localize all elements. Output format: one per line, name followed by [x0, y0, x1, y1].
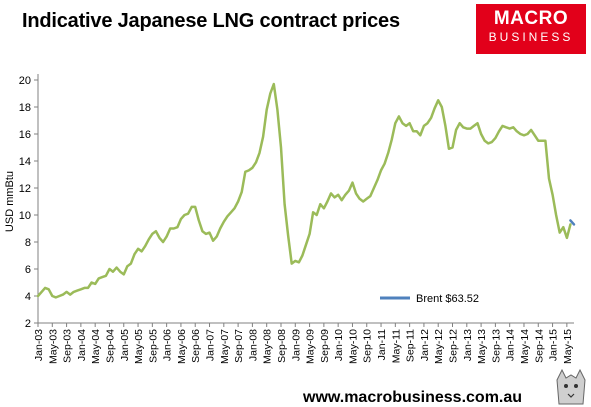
x-tick-label: Sep-07 — [233, 329, 245, 363]
y-axis-label: USD mmBtu — [4, 171, 16, 232]
x-tick-label: Sep-10 — [362, 329, 374, 363]
y-tick-label: 10 — [19, 210, 31, 222]
x-tick-label: Sep-06 — [190, 329, 202, 363]
x-tick-label: May-03 — [47, 329, 59, 364]
brent-line — [569, 219, 576, 226]
y-tick-label: 18 — [19, 102, 31, 114]
x-tick-label: Jan-10 — [333, 329, 345, 361]
x-tick-label: Sep-04 — [104, 329, 116, 363]
y-tick-label: 12 — [19, 183, 31, 195]
lng-price-line — [36, 82, 572, 299]
legend-label-brent: Brent $63.52 — [416, 293, 479, 305]
x-tick-label: Jan-12 — [419, 329, 431, 361]
x-tick-label: Jan-04 — [76, 329, 88, 361]
x-tick-label: May-12 — [433, 329, 445, 364]
x-tick-label: Sep-11 — [405, 329, 417, 362]
y-tick-label: 6 — [25, 264, 31, 276]
x-tick-label: Jan-09 — [290, 329, 302, 361]
x-tick-label: Jan-08 — [247, 329, 259, 361]
macrobusiness-logo: MACRO BUSINESS — [476, 4, 586, 54]
x-tick-label: Sep-08 — [276, 329, 288, 363]
website-url[interactable]: www.macrobusiness.com.au — [303, 389, 523, 406]
y-tick-label: 8 — [25, 237, 31, 249]
chart-title: Indicative Japanese LNG contract prices — [22, 10, 400, 32]
x-tick-label: Jan-06 — [162, 329, 174, 361]
logo-sub-text: BUSINESS — [488, 30, 574, 44]
x-tick-label: May-05 — [133, 329, 145, 364]
y-tick-label: 20 — [19, 75, 31, 87]
x-tick-label: May-04 — [90, 329, 102, 364]
x-tick-label: May-15 — [562, 329, 574, 364]
y-tick-label: 16 — [19, 129, 31, 141]
x-tick-label: Jan-13 — [462, 329, 474, 361]
x-tick-label: Sep-12 — [448, 329, 460, 363]
x-tick-label: May-10 — [347, 329, 359, 364]
x-tick-label: May-11 — [390, 329, 402, 363]
x-tick-label: Sep-14 — [533, 329, 545, 363]
x-tick-label: Jan-15 — [548, 329, 560, 361]
y-tick-label: 4 — [25, 291, 31, 303]
y-tick-label: 2 — [25, 318, 31, 330]
x-tick-label: May-09 — [305, 329, 317, 364]
x-tick-label: Sep-03 — [62, 329, 74, 363]
x-tick-label: May-06 — [176, 329, 188, 364]
x-tick-label: Sep-13 — [490, 329, 502, 363]
x-tick-label: May-07 — [219, 329, 231, 364]
chart-legend: Brent $63.52 — [380, 293, 479, 305]
x-tick-label: Jan-03 — [33, 329, 45, 361]
x-tick-label: Jan-11 — [376, 329, 388, 360]
y-tick-label: 14 — [19, 156, 31, 168]
wolf-mascot-icon — [556, 368, 586, 405]
x-tick-label: May-14 — [519, 329, 531, 364]
x-tick-label: Jan-07 — [205, 329, 217, 361]
x-tick-label: Sep-09 — [319, 329, 331, 363]
x-tick-label: May-13 — [476, 329, 488, 364]
chart-lines — [36, 82, 576, 299]
x-tick-label: Sep-05 — [147, 329, 159, 363]
x-tick-label: Jan-14 — [505, 329, 517, 361]
x-tick-label: Jan-05 — [119, 329, 131, 361]
logo-main-text: MACRO — [493, 8, 569, 29]
x-tick-label: May-08 — [262, 329, 274, 364]
